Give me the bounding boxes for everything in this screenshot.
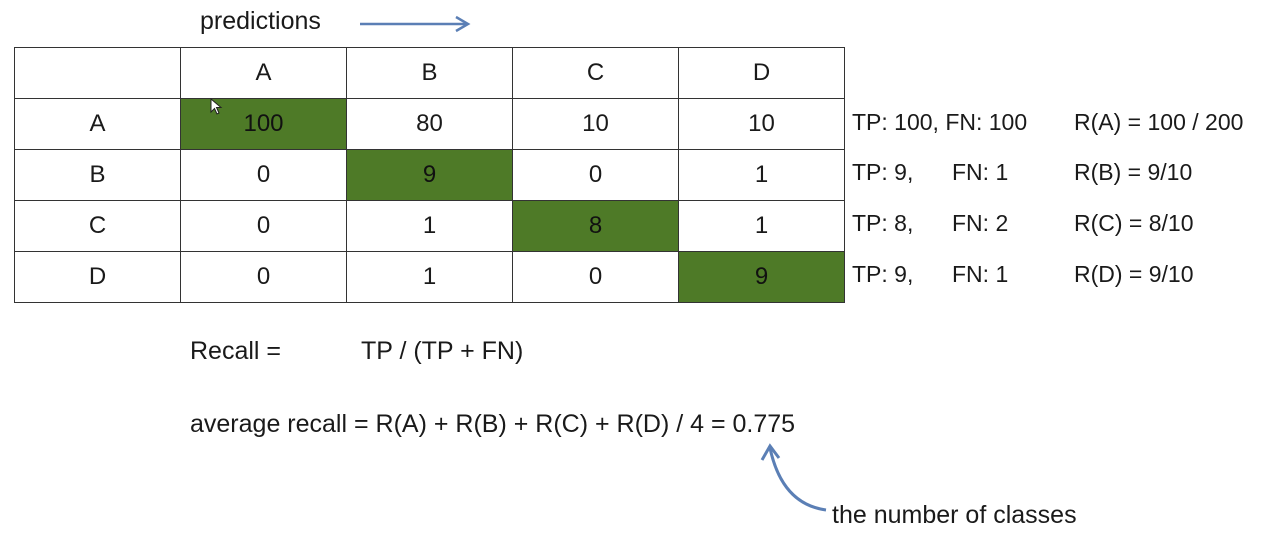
tp-d: TP: 9, xyxy=(852,261,914,287)
matrix-row-c: C 0 1 8 1 xyxy=(14,200,845,252)
average-recall-formula: average recall = R(A) + R(B) + R(C) + R(… xyxy=(190,410,796,438)
matrix-cell-b-a: 0 xyxy=(180,149,347,201)
column-header-d: D xyxy=(678,47,845,99)
matrix-cell-a-d: 10 xyxy=(678,98,845,150)
matrix-cell-a-a: 100 xyxy=(180,98,347,150)
column-header-c: C xyxy=(512,47,679,99)
curved-arrow-icon xyxy=(760,443,827,512)
predictions-label: predictions xyxy=(200,7,321,35)
matrix-cell-d-a: 0 xyxy=(180,251,347,303)
recall-label: Recall = xyxy=(190,337,282,365)
tp-b: TP: 9, xyxy=(852,159,914,185)
matrix-cell-b-c: 0 xyxy=(512,149,679,201)
matrix-cell-c-c: 8 xyxy=(512,200,679,252)
row-label-d: D xyxy=(14,251,181,303)
matrix-cell-a-b: 80 xyxy=(346,98,513,150)
recall-d: R(D) = 9/10 xyxy=(1074,261,1194,287)
classes-note: the number of classes xyxy=(832,501,1077,529)
column-header-b: B xyxy=(346,47,513,99)
recall-a: R(A) = 100 / 200 xyxy=(1074,109,1244,135)
matrix-cell-c-d: 1 xyxy=(678,200,845,252)
matrix-cell-b-b: 9 xyxy=(346,149,513,201)
matrix-row-d: D 0 1 0 9 xyxy=(14,251,845,303)
fn-c: FN: 2 xyxy=(952,210,1009,236)
matrix-header-row: A B C D xyxy=(14,47,845,99)
matrix-cell-a-c: 10 xyxy=(512,98,679,150)
matrix-cell-b-d: 1 xyxy=(678,149,845,201)
fn-b: FN: 1 xyxy=(952,159,1009,185)
row-label-a: A xyxy=(14,98,181,150)
matrix-cell-d-b: 1 xyxy=(346,251,513,303)
mouse-cursor-icon xyxy=(210,98,223,115)
matrix-row-b: B 0 9 0 1 xyxy=(14,149,845,201)
fn-d: FN: 1 xyxy=(952,261,1009,287)
column-header-a: A xyxy=(180,47,347,99)
recall-c: R(C) = 8/10 xyxy=(1074,210,1194,236)
recall-formula: TP / (TP + FN) xyxy=(361,337,524,365)
matrix-cell-d-d: 9 xyxy=(678,251,845,303)
matrix-cell-d-c: 0 xyxy=(512,251,679,303)
matrix-corner-cell xyxy=(14,47,181,99)
tp-fn-a: TP: 100, FN: 100 xyxy=(852,109,1028,135)
recall-b: R(B) = 9/10 xyxy=(1074,159,1193,185)
tp-c: TP: 8, xyxy=(852,210,914,236)
row-label-c: C xyxy=(14,200,181,252)
row-label-b: B xyxy=(14,149,181,201)
matrix-row-a: A 100 80 10 10 xyxy=(14,98,845,150)
matrix-cell-c-b: 1 xyxy=(346,200,513,252)
right-arrow-icon xyxy=(360,15,471,33)
confusion-matrix: A B C D A 100 80 10 10 B 0 9 0 1 C 0 1 8… xyxy=(14,47,845,303)
matrix-cell-c-a: 0 xyxy=(180,200,347,252)
